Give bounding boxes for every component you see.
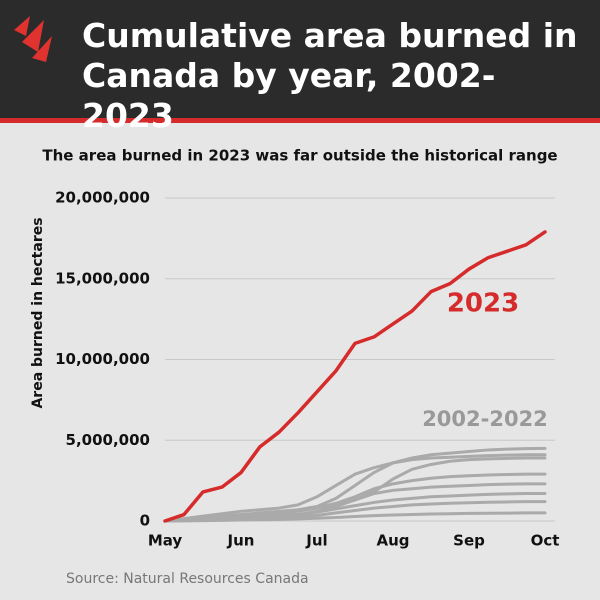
x-tick-label: Jun bbox=[227, 532, 255, 550]
y-tick-label: 0 bbox=[140, 512, 150, 530]
source: Source: Natural Resources Canada bbox=[66, 571, 309, 587]
y-tick-label: 5,000,000 bbox=[66, 431, 150, 449]
x-tick-label: Aug bbox=[376, 532, 409, 550]
line bbox=[163, 230, 547, 523]
series-label: 2023 bbox=[447, 289, 519, 319]
y-tick-label: 20,000,000 bbox=[55, 189, 150, 207]
y-axis-label: Area burned in hectares bbox=[30, 217, 46, 408]
y-tick-label: 10,000,000 bbox=[55, 350, 150, 368]
header-stripe bbox=[0, 118, 600, 123]
x-tick-label: Jul bbox=[305, 532, 327, 550]
line bbox=[163, 453, 547, 523]
line bbox=[163, 511, 547, 523]
x-tick-label: Oct bbox=[531, 532, 560, 550]
subtitle: The area burned in 2023 was far outside … bbox=[42, 147, 557, 165]
series-label: 2002-2022 bbox=[422, 407, 548, 431]
line bbox=[163, 472, 547, 523]
header-bg bbox=[0, 0, 600, 118]
x-tick-label: Sep bbox=[453, 532, 485, 550]
logo bbox=[14, 16, 52, 62]
y-tick-label: 15,000,000 bbox=[55, 269, 150, 287]
chart-title: Cumulative area burned in Canada by year… bbox=[82, 16, 578, 135]
x-tick-label: May bbox=[148, 532, 183, 550]
